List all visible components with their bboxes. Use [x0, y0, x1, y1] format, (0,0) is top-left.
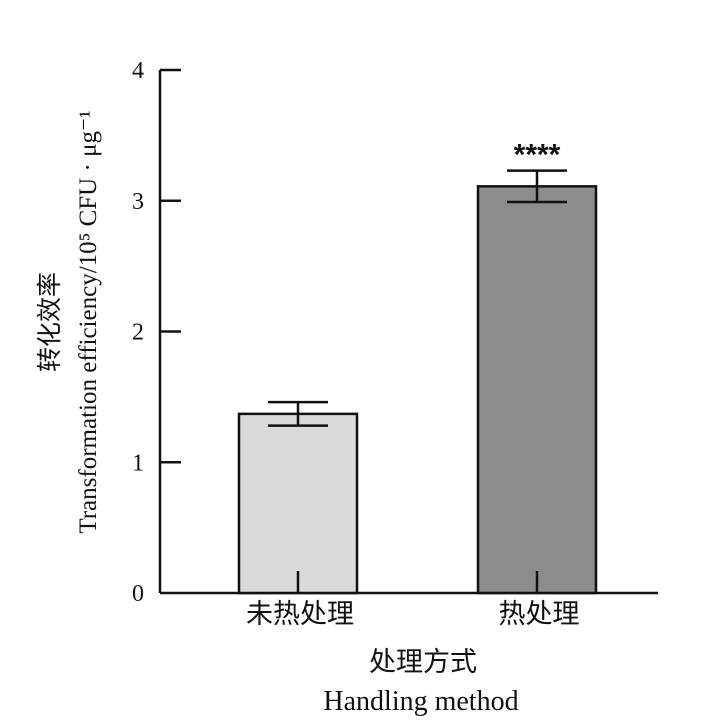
y-tick-label: 3	[132, 189, 144, 215]
x-tick-label: 热处理	[499, 599, 580, 630]
y-axis-title-group: 转化效率 Transformation efficiency/10⁵ CFU ·…	[35, 110, 102, 533]
bar	[237, 412, 359, 595]
y-tick-label: 1	[132, 450, 144, 476]
y-axis-title-english: Transformation efficiency/10⁵ CFU · μg⁻¹	[75, 110, 102, 533]
bar	[476, 185, 598, 595]
bars: 未热处理 热处理 ****	[237, 139, 598, 630]
y-tick-label: 2	[132, 320, 144, 346]
x-axis-title: 处理方式	[369, 647, 477, 678]
x-tick-label: 未热处理	[246, 599, 354, 630]
x-axis-title-english: Handling method	[323, 686, 518, 717]
significance-label: ****	[514, 139, 561, 172]
y-axis-title: 转化效率	[35, 272, 64, 372]
y-tick-label: 4	[132, 58, 144, 84]
axis-labels: 处理方式 Handling method 转化效率 Transformation…	[35, 110, 519, 717]
y-tick-label: 0	[132, 581, 144, 607]
